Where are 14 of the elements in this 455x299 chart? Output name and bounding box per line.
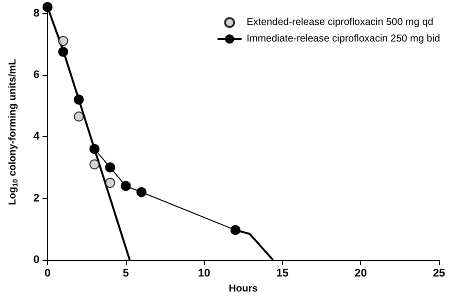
x-tick-label: 25 <box>432 268 446 280</box>
y-tick-label: 0 <box>33 254 40 266</box>
y-tick-label: 6 <box>33 68 40 81</box>
legend-label: Immediate-release ciprofloxacin 250 mg bid <box>246 34 440 44</box>
x-tick-label: 20 <box>354 268 367 280</box>
x-axis-title: Hours <box>228 284 258 294</box>
legend-label: Extended-release ciprofloxacin 500 mg qd <box>246 17 434 28</box>
y-tick-label: 4 <box>33 130 40 143</box>
x-tick-label: 15 <box>276 268 289 280</box>
x-tick-label: 5 <box>122 268 129 280</box>
y-tick-label: 8 <box>33 7 40 20</box>
x-tick-label: 0 <box>44 268 51 280</box>
y-tick-label: 2 <box>33 192 40 204</box>
x-tick-label: 10 <box>198 268 210 280</box>
